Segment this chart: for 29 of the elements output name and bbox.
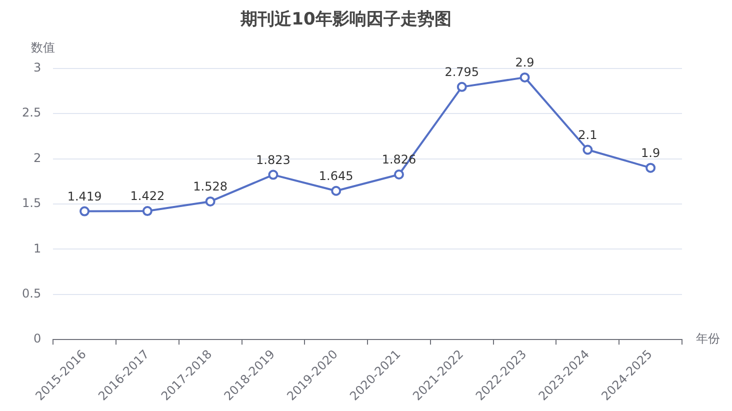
point: [142, 206, 152, 216]
point: [205, 196, 216, 206]
data-label: 1.823: [256, 152, 290, 167]
y-axis-title: 数值: [31, 40, 56, 55]
point: [268, 170, 278, 180]
point: [80, 206, 90, 216]
point: [456, 82, 467, 92]
y-tick-label: 0: [33, 332, 42, 346]
data-label: 1.419: [67, 189, 102, 204]
y-tick-label: 1: [33, 241, 42, 256]
point: [394, 170, 404, 180]
chart-title: 期刊近10年影响因子走势图: [240, 10, 452, 30]
y-tick-label: 2: [33, 150, 42, 165]
point: [582, 144, 593, 155]
point: [646, 162, 656, 173]
y-tick-label: 0.5: [22, 286, 42, 300]
data-label: 2.795: [444, 65, 480, 80]
data-label: 1.528: [193, 180, 228, 194]
y-tick-label: 3: [33, 60, 42, 75]
data-label: 2.9: [515, 56, 534, 70]
y-tick-label: 2.5: [22, 106, 42, 120]
point: [520, 72, 530, 82]
point: [331, 186, 342, 196]
y-tick-label: 1.5: [22, 196, 42, 210]
data-label: 1.645: [318, 169, 354, 183]
data-label: 2.1: [578, 128, 598, 142]
data-label: 1.9: [641, 146, 660, 160]
data-label: 1.422: [130, 189, 165, 204]
x-axis-title: 年份: [696, 332, 720, 346]
